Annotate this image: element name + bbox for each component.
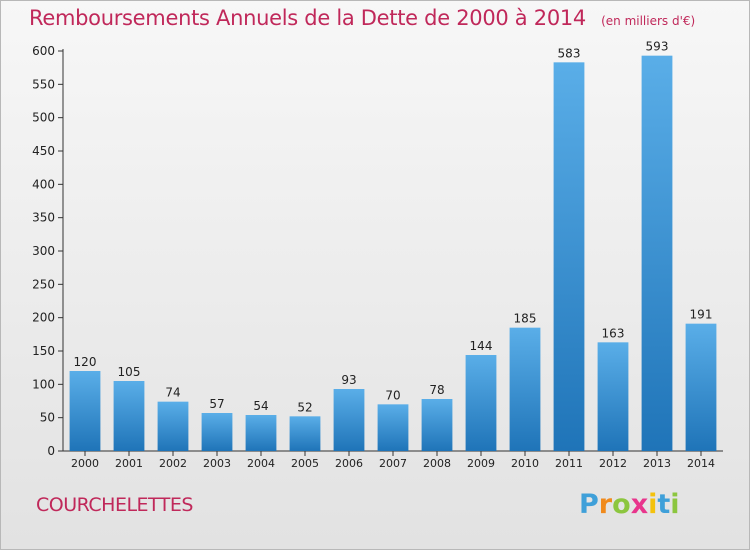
logo-letter: i [670, 489, 680, 520]
data-label: 120 [74, 355, 97, 369]
x-tick-label: 2010 [511, 457, 539, 470]
logo-letter: x [630, 489, 649, 520]
commune-name: COURCHELETTES [36, 494, 193, 516]
x-tick-label: 2001 [115, 457, 143, 470]
data-label: 593 [646, 40, 669, 54]
bar [201, 413, 233, 451]
data-label: 52 [297, 400, 312, 414]
chart-subtitle: (en milliers d'€) [601, 14, 696, 28]
data-label: 54 [253, 399, 268, 413]
logo-letter: o [612, 489, 631, 520]
bar [641, 55, 673, 452]
x-tick-label: 2004 [247, 457, 275, 470]
bar [377, 404, 409, 451]
x-tick-label: 2011 [555, 457, 583, 470]
x-tick-label: 2013 [643, 457, 671, 470]
title-row: Remboursements Annuels de la Dette de 20… [29, 6, 695, 30]
data-label: 57 [209, 397, 224, 411]
data-label: 105 [118, 365, 141, 379]
data-label: 78 [429, 383, 444, 397]
x-tick-label: 2002 [159, 457, 187, 470]
bar [245, 415, 277, 451]
y-tick-label: 450 [32, 144, 55, 158]
bar [685, 323, 717, 451]
y-tick-label: 500 [32, 111, 55, 125]
bars [69, 55, 717, 452]
x-tick-label: 2008 [423, 457, 451, 470]
data-label: 185 [514, 312, 537, 326]
y-tick-label: 100 [32, 377, 55, 391]
axes: 0 50 100 150 200 250 300 350 400 450 500 550 600 2000… [32, 44, 723, 470]
bar [597, 342, 629, 451]
y-tick-label: 550 [32, 77, 55, 91]
x-tick-label: 2012 [599, 457, 627, 470]
x-tick-label: 2005 [291, 457, 319, 470]
logo-letter: i [648, 489, 658, 520]
y-tick-label: 150 [32, 344, 55, 358]
data-label: 583 [558, 46, 581, 60]
x-tick-label: 2009 [467, 457, 495, 470]
logo-letter: P [579, 489, 599, 520]
y-tick-label: 50 [40, 411, 55, 425]
bar [289, 416, 321, 451]
y-tick-label: 250 [32, 277, 55, 291]
logo-letter: r [598, 489, 613, 520]
bar [113, 381, 145, 451]
bar [509, 327, 541, 451]
bar [157, 401, 189, 451]
logo-letter: t [657, 489, 671, 520]
data-label: 70 [385, 388, 400, 402]
data-labels: 120 105 74 57 54 52 93 70 78 144 185 583 163 593 191 [74, 40, 713, 415]
y-tick-label: 350 [32, 211, 55, 225]
x-tick-label: 2006 [335, 457, 363, 470]
x-tick-label: 2014 [687, 457, 715, 470]
data-label: 144 [470, 339, 493, 353]
data-label: 191 [690, 308, 713, 322]
x-tick-label: 2000 [71, 457, 99, 470]
bar [421, 399, 453, 451]
bar [333, 389, 365, 451]
data-label: 163 [602, 326, 625, 340]
chart-title: Remboursements Annuels de la Dette de 20… [29, 6, 586, 30]
y-tick-label: 0 [47, 444, 55, 458]
x-tick-label: 2003 [203, 457, 231, 470]
data-label: 93 [341, 373, 356, 387]
y-tick-label: 300 [32, 244, 55, 258]
bar [553, 62, 585, 451]
x-tick-label: 2007 [379, 457, 407, 470]
proxiti-logo: Proxiti [579, 489, 680, 520]
data-label: 74 [165, 386, 180, 400]
bar [465, 355, 497, 451]
y-tick-label: 400 [32, 177, 55, 191]
y-tick-label: 200 [32, 311, 55, 325]
y-tick-label: 600 [32, 44, 55, 58]
bar [69, 371, 101, 451]
